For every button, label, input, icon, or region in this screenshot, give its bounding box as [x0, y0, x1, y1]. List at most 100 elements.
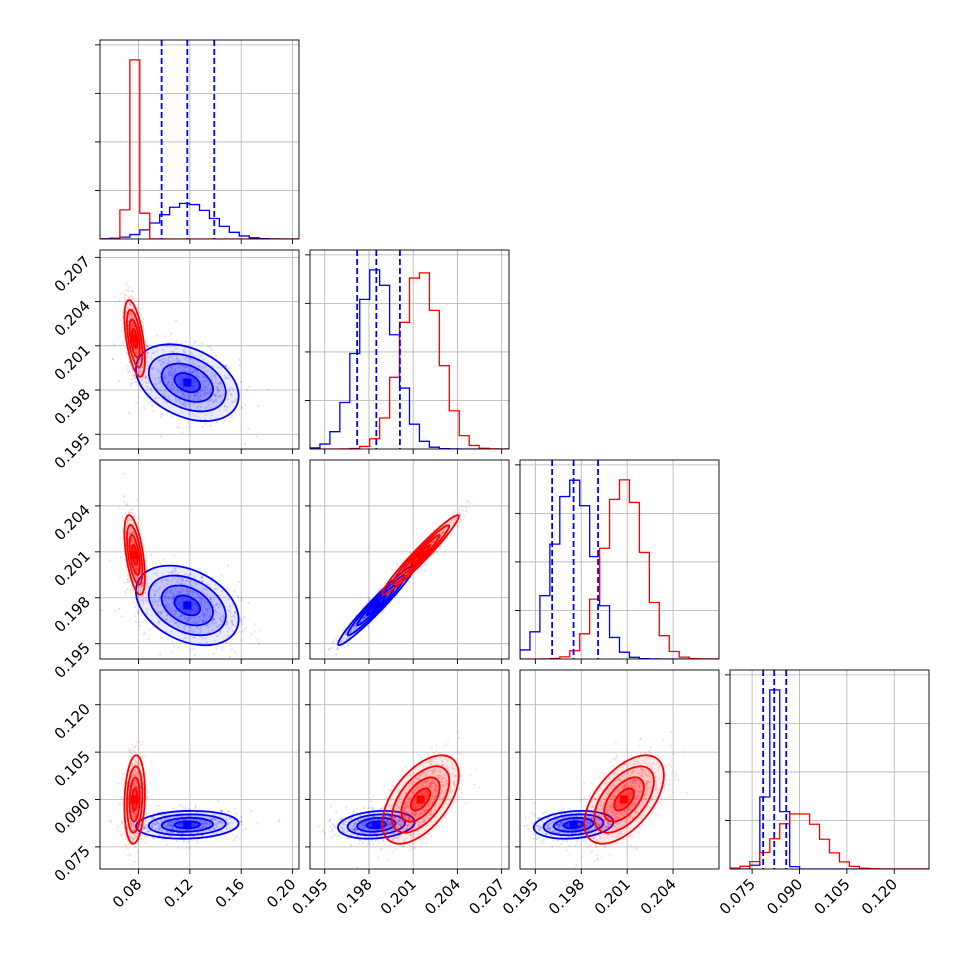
scatter-point [216, 813, 219, 816]
scatter-point [180, 603, 183, 606]
scatter-point [189, 814, 192, 818]
scatter-point [192, 647, 195, 651]
scatter-point [215, 647, 218, 650]
scatter-point [175, 621, 178, 624]
scatter-point [167, 822, 170, 825]
scatter-point [159, 416, 162, 419]
scatter-point [137, 348, 140, 351]
scatter-point [160, 611, 163, 614]
scatter-point [378, 587, 381, 590]
scatter-point [231, 387, 234, 390]
scatter-point [354, 624, 357, 627]
scatter-point [209, 607, 212, 610]
scatter-point [206, 602, 210, 605]
scatter-point [200, 579, 203, 583]
scatter-point [130, 532, 134, 535]
scatter-point [157, 823, 161, 826]
scatter-point [193, 616, 196, 619]
scatter-point [157, 604, 160, 607]
scatter-point [146, 344, 149, 348]
scatter-point [157, 396, 160, 400]
scatter-point [202, 389, 205, 392]
scatter-point [214, 381, 217, 384]
scatter-point [168, 835, 171, 838]
scatter-point [135, 586, 138, 589]
scatter-point [176, 426, 179, 429]
scatter-point [177, 398, 180, 401]
scatter-point [194, 371, 197, 374]
scatter-point [234, 624, 237, 628]
scatter-point [144, 591, 147, 594]
scatter-point [186, 421, 190, 424]
scatter-point [128, 301, 131, 304]
scatter-point [212, 617, 216, 620]
scatter-point [172, 807, 175, 810]
scatter-point [128, 311, 132, 314]
scatter-point [213, 639, 216, 642]
scatter-point [174, 367, 177, 371]
scatter-point [165, 825, 168, 828]
scatter-point [166, 367, 170, 370]
scatter-point [121, 316, 124, 319]
panel-frame [99, 249, 300, 450]
peak-series-1 [416, 550, 425, 559]
scatter-point [400, 560, 403, 563]
scatter-point [163, 350, 166, 353]
scatter-point [404, 569, 407, 572]
panel-frame [309, 249, 510, 450]
scatter-point [232, 623, 235, 626]
scatter-point [163, 595, 166, 598]
scatter-point [127, 370, 130, 374]
scatter-point [209, 597, 212, 600]
scatter-point [193, 653, 197, 657]
scatter-point [199, 398, 202, 401]
scatter-point [201, 580, 204, 583]
scatter-point [197, 376, 201, 379]
scatter-point [132, 325, 135, 328]
scatter-point [184, 592, 188, 596]
scatter-point [182, 609, 185, 612]
scatter-point [132, 532, 135, 535]
scatter-point [135, 568, 139, 571]
scatter-point [171, 610, 174, 613]
scatter-point [439, 545, 442, 549]
scatter-point [201, 831, 204, 834]
scatter-point [150, 390, 153, 393]
scatter-point [135, 566, 138, 569]
scatter-point [129, 303, 132, 306]
scatter-point [205, 822, 208, 826]
scatter-point [210, 599, 213, 602]
scatter-point [228, 421, 231, 424]
scatter-point [166, 362, 169, 365]
scatter-point [218, 612, 221, 615]
scatter-point [130, 326, 133, 329]
scatter-point [204, 414, 207, 417]
scatter-point [199, 569, 202, 572]
scatter-point [336, 639, 339, 642]
scatter-point [168, 396, 171, 399]
scatter-point [111, 357, 114, 361]
y-tick-label: 0.198 [51, 385, 94, 428]
scatter-point [141, 620, 144, 624]
scatter-point [181, 579, 184, 582]
scatter-point [172, 827, 175, 831]
scatter-point [161, 413, 164, 416]
scatter-point [182, 349, 185, 352]
scatter-point [240, 816, 243, 819]
scatter-point [215, 604, 218, 607]
scatter-point [136, 579, 139, 582]
scatter-point [205, 611, 208, 614]
scatter-point [169, 824, 173, 827]
scatter-point [184, 617, 187, 620]
scatter-point [171, 579, 174, 582]
scatter-point [430, 541, 433, 544]
scatter-point [199, 826, 202, 830]
scatter-point [192, 616, 195, 619]
scatter-point [132, 308, 135, 311]
scatter-point [227, 392, 230, 395]
scatter-point [187, 828, 190, 832]
scatter-point [196, 823, 200, 826]
scatter-point [168, 824, 171, 827]
scatter-point [117, 607, 121, 610]
scatter-point [150, 596, 153, 599]
